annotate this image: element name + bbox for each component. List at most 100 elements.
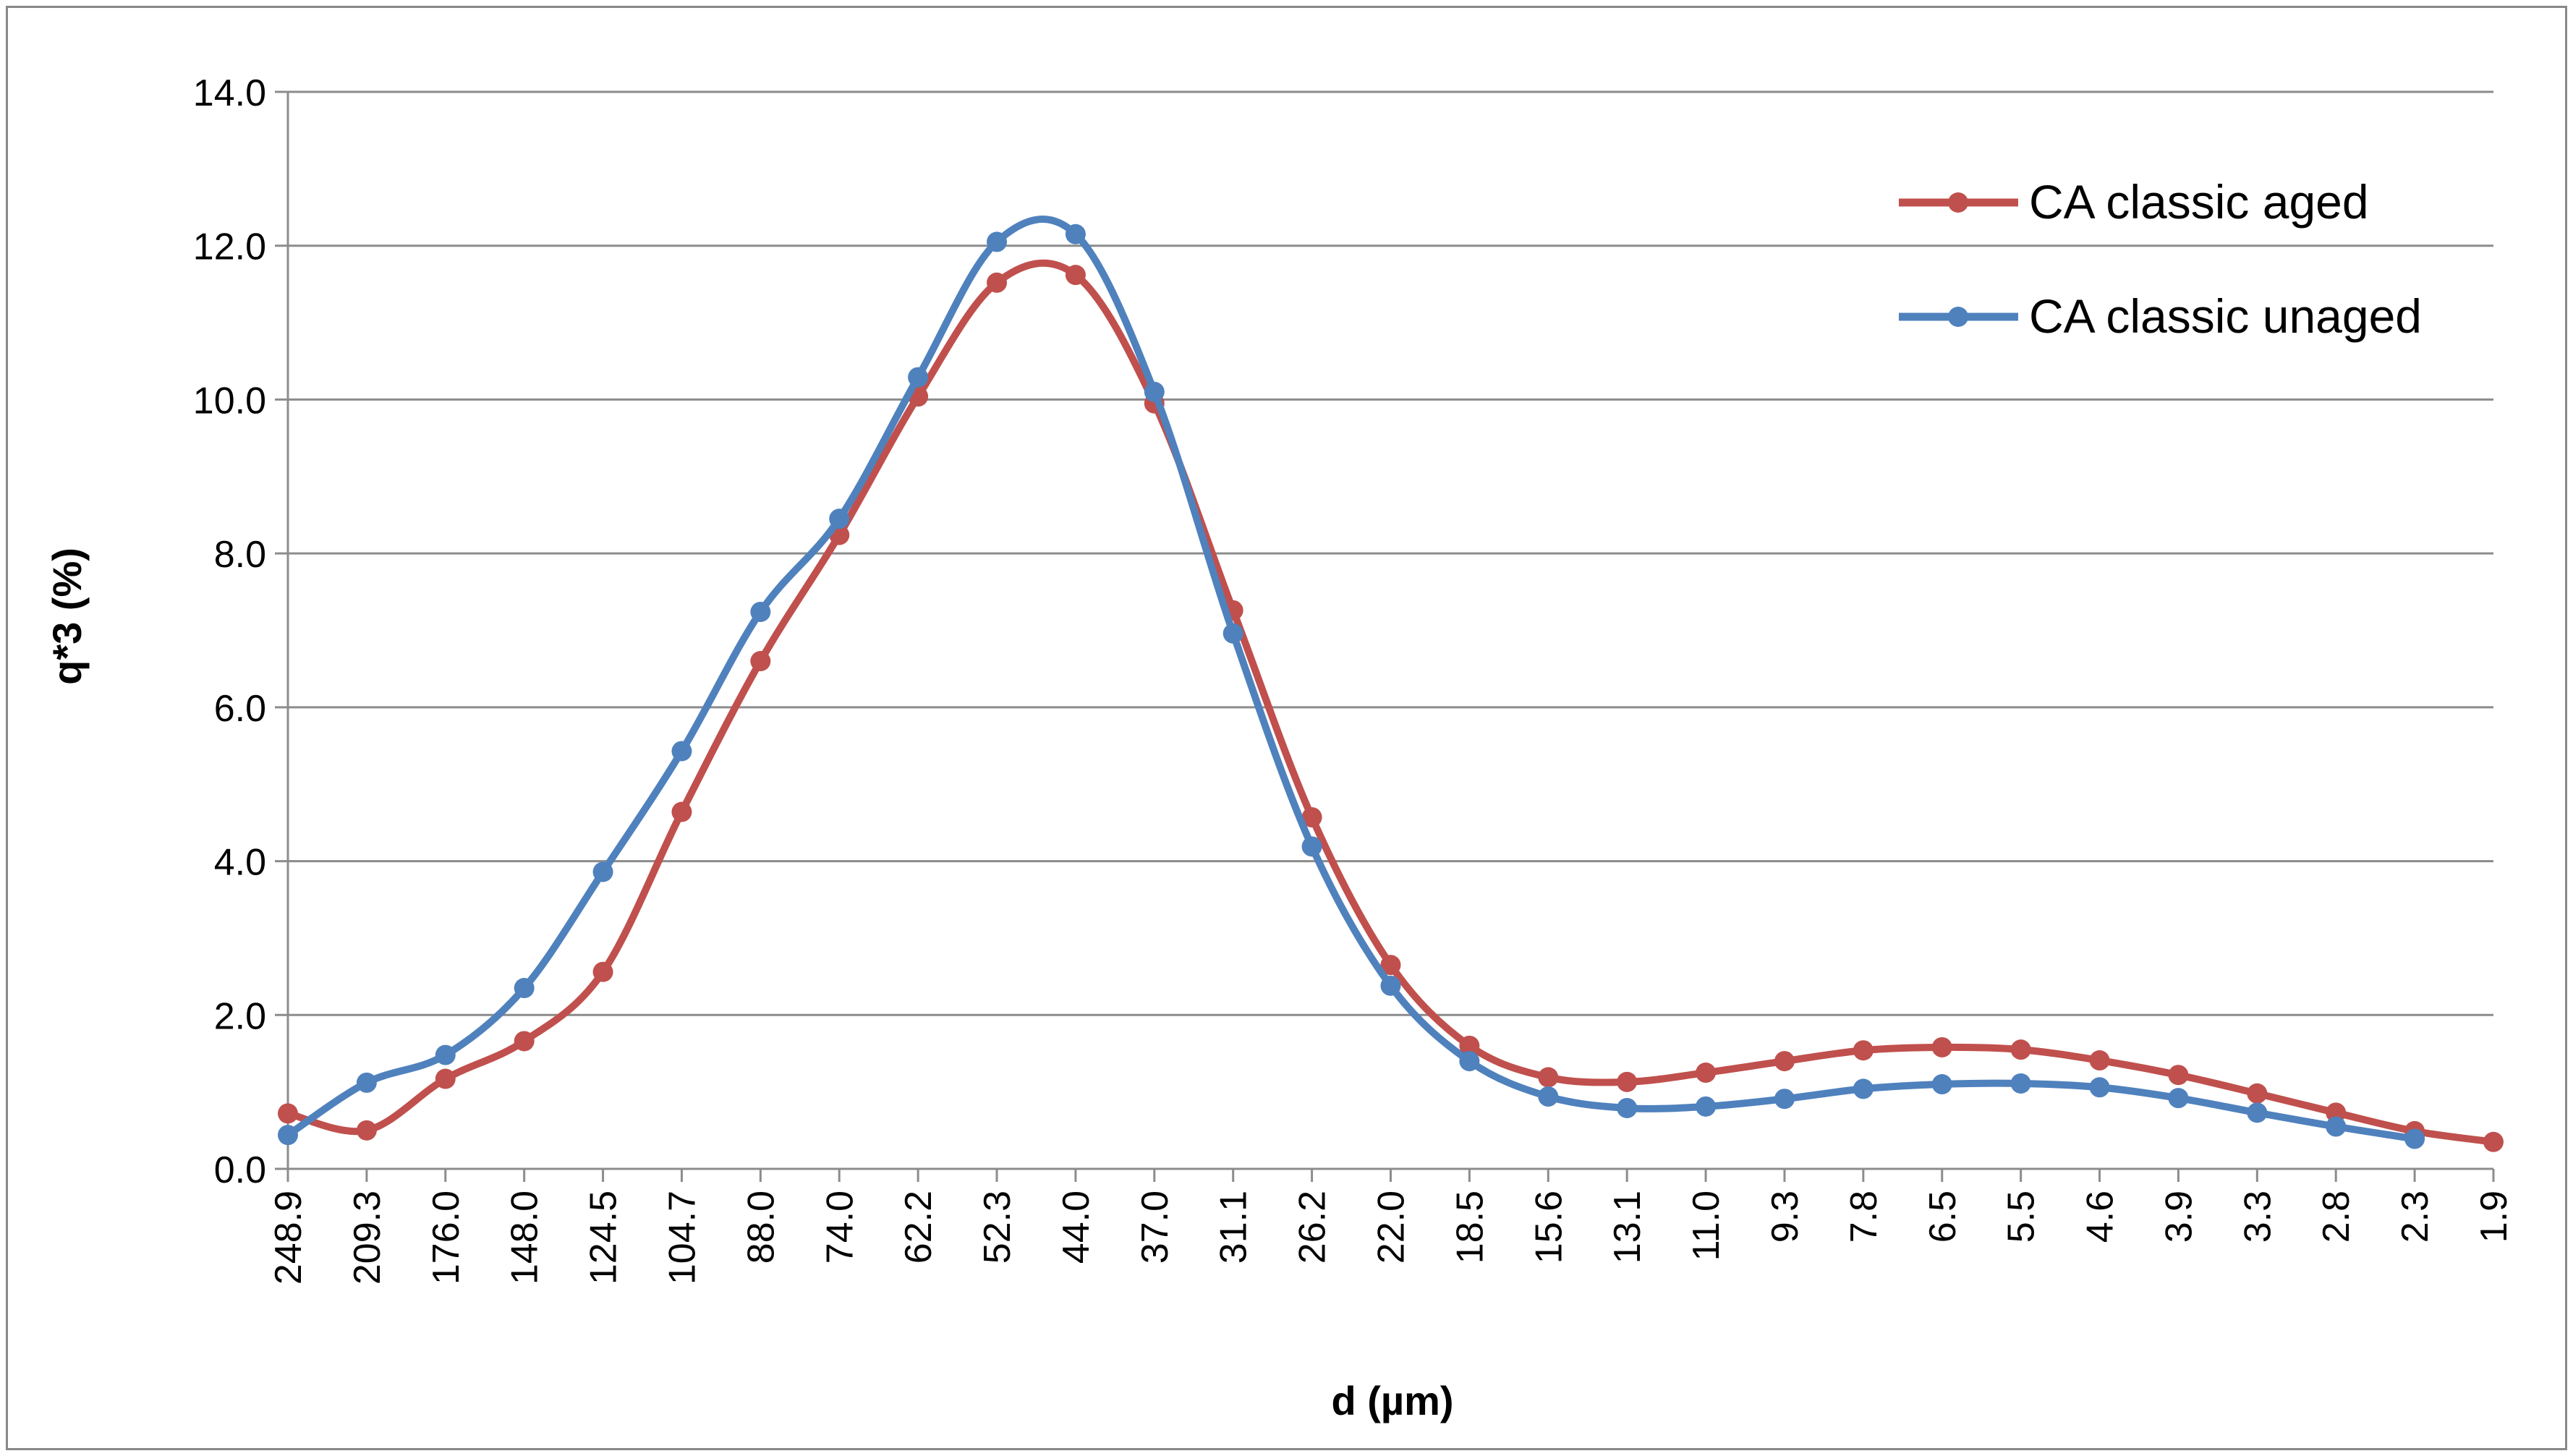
data-point [1931, 1036, 1952, 1057]
data-point [1144, 381, 1165, 402]
data-point [435, 1068, 456, 1089]
series-line [284, 259, 2497, 1146]
x-tick-label: 2.8 [2315, 1191, 2357, 1243]
y-tick-label: 10.0 [193, 380, 266, 422]
y-tick-labels: 0.0 2.0 4.0 6.0 8.0 10.0 12.0 14.0 [193, 72, 266, 1191]
data-point [987, 272, 1008, 293]
gridlines [288, 90, 2493, 1016]
data-point [356, 1120, 377, 1141]
data-point [987, 231, 1008, 252]
x-tick-label: 3.9 [2158, 1191, 2200, 1243]
data-point [750, 651, 771, 672]
data-point [2326, 1102, 2347, 1123]
y-tick-label: 2.0 [214, 995, 266, 1037]
data-point [2010, 1039, 2031, 1060]
x-tick-label: 13.1 [1607, 1191, 1649, 1264]
series-line [284, 216, 2419, 1143]
data-point [671, 741, 692, 762]
legend-label-aged: CA classic aged [2029, 175, 2369, 229]
data-point [1538, 1067, 1559, 1088]
axes [275, 90, 2495, 1182]
x-tick-label: 104.7 [661, 1191, 703, 1285]
x-tick-label: 62.2 [898, 1191, 940, 1264]
legend-entry-unaged: CA classic unaged [1899, 289, 2422, 343]
data-point [1459, 1035, 1480, 1056]
legend-entry-aged: CA classic aged [1899, 175, 2369, 229]
data-point [2404, 1128, 2425, 1149]
data-point [435, 1044, 456, 1065]
data-point [908, 367, 929, 388]
x-tick-label: 22.0 [1371, 1191, 1413, 1264]
x-tick-label: 37.0 [1134, 1191, 1176, 1264]
data-point [514, 978, 535, 999]
data-point [1065, 223, 1086, 244]
data-point [1617, 1071, 1638, 1092]
x-tick-label: 124.5 [583, 1191, 625, 1285]
x-tick-label: 5.5 [2001, 1191, 2043, 1243]
x-tick-label: 209.3 [346, 1191, 388, 1285]
data-point [1774, 1089, 1795, 1110]
data-point [1696, 1096, 1717, 1117]
x-axis-title: d (µm) [1331, 1378, 1453, 1423]
data-point [1301, 836, 1322, 857]
data-point [356, 1072, 377, 1093]
series-unaged [278, 216, 2425, 1149]
data-point [2247, 1102, 2268, 1123]
x-tick-label: 15.6 [1528, 1191, 1570, 1264]
y-tick-label: 12.0 [193, 226, 266, 268]
legend-label-unaged: CA classic unaged [2029, 289, 2422, 343]
x-tick-label: 6.5 [1922, 1191, 1964, 1243]
data-point [1617, 1097, 1638, 1118]
series [278, 216, 2504, 1152]
data-point [2168, 1088, 2189, 1109]
data-point [2010, 1073, 2031, 1094]
data-point [2326, 1116, 2347, 1137]
y-tick-label: 14.0 [193, 72, 266, 114]
data-point [592, 961, 613, 982]
data-point [2247, 1083, 2268, 1104]
y-axis-title: q*3 (%) [44, 548, 90, 685]
data-point [829, 508, 850, 529]
x-tick-label: 26.2 [1292, 1191, 1334, 1264]
legend-marker-aged [1948, 192, 1968, 213]
data-point [2483, 1131, 2504, 1152]
data-point [278, 1103, 298, 1124]
x-tick-label: 44.0 [1055, 1191, 1097, 1264]
legend: CA classic aged CA classic unaged [1899, 175, 2422, 343]
data-point [2089, 1050, 2110, 1071]
x-tick-label: 18.5 [1449, 1191, 1491, 1264]
x-tick-label: 9.3 [1764, 1191, 1806, 1243]
data-point [1853, 1040, 1874, 1061]
y-tick-label: 4.0 [214, 842, 266, 884]
x-tick-label: 88.0 [740, 1191, 782, 1264]
data-point [278, 1125, 298, 1146]
data-point [1222, 623, 1243, 644]
x-tick-label: 11.0 [1685, 1191, 1727, 1261]
x-tick-label: 3.3 [2237, 1191, 2279, 1243]
x-tick-label: 1.9 [2473, 1191, 2515, 1243]
x-tick-label: 2.3 [2394, 1191, 2436, 1243]
data-point [1931, 1074, 1952, 1095]
data-point [2089, 1077, 2110, 1098]
x-tick-labels: 248.9 209.3 176.0 148.0 124.5 104.7 88.0 74.0 62… [268, 1191, 2515, 1285]
x-tick-label: 52.3 [977, 1191, 1018, 1264]
data-point [1774, 1051, 1795, 1072]
x-tick-label: 7.8 [1843, 1191, 1885, 1243]
x-tick-label: 4.6 [2080, 1191, 2122, 1243]
data-point [1538, 1086, 1559, 1107]
data-point [671, 801, 692, 822]
x-tick-label: 148.0 [504, 1191, 546, 1285]
x-tick-label: 248.9 [268, 1191, 310, 1285]
data-point [750, 601, 771, 622]
data-point [1696, 1063, 1717, 1084]
data-point [1459, 1051, 1480, 1072]
x-tick-label: 176.0 [425, 1191, 467, 1285]
data-point [2168, 1065, 2189, 1086]
x-tick-label: 31.1 [1213, 1191, 1255, 1264]
data-point [1065, 265, 1086, 286]
x-tick-label: 74.0 [819, 1191, 861, 1264]
data-point [1380, 955, 1401, 976]
y-tick-label: 8.0 [214, 534, 266, 576]
data-point [1380, 975, 1401, 996]
data-point [592, 861, 613, 882]
